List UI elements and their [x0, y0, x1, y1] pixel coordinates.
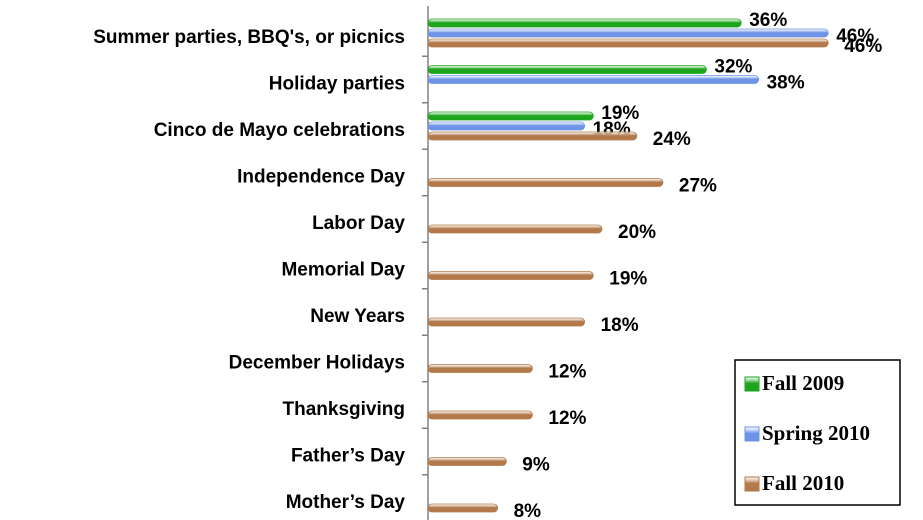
data-label: 12% — [548, 362, 586, 383]
bar — [427, 121, 586, 131]
legend-swatch — [744, 476, 760, 492]
data-label: 18% — [601, 315, 639, 336]
category-label: December Holidays — [229, 353, 405, 374]
category-label: Holiday parties — [269, 74, 405, 95]
legend-swatch — [744, 426, 760, 442]
bar — [427, 317, 586, 327]
data-label: 27% — [679, 176, 717, 197]
bar — [427, 65, 707, 74]
bar — [427, 457, 507, 466]
data-label: 46% — [836, 26, 874, 47]
bar — [427, 410, 533, 420]
legend-box — [734, 359, 901, 506]
category-label: Labor Day — [312, 213, 405, 234]
category-label: Summer parties, BBQ's, or picnics — [93, 27, 405, 48]
category-label: New Years — [310, 306, 405, 327]
data-label: 38% — [767, 73, 805, 94]
legend-label: Fall 2009 — [762, 371, 844, 395]
legend-label: Fall 2010 — [762, 471, 844, 495]
data-label: 19% — [609, 269, 647, 290]
bar — [427, 75, 760, 84]
bar — [427, 224, 603, 234]
category-label: Cinco de Mayo celebrations — [154, 120, 405, 141]
bar — [427, 38, 829, 48]
bar — [427, 364, 533, 373]
bar — [427, 503, 498, 513]
data-label: 32% — [714, 57, 752, 78]
legend-swatch — [744, 376, 760, 392]
data-label: 19% — [601, 103, 639, 124]
data-label: 36% — [749, 10, 787, 31]
category-label: Thanksgiving — [283, 399, 405, 420]
data-label: 8% — [514, 501, 542, 520]
category-label: Independence Day — [237, 167, 405, 188]
category-label: Mother’s Day — [286, 492, 406, 513]
data-label: 46% — [844, 36, 882, 57]
bar — [427, 18, 742, 28]
data-label: 9% — [522, 455, 550, 476]
legend-label: Spring 2010 — [762, 421, 870, 445]
data-label: 12% — [548, 408, 586, 429]
bar — [427, 111, 594, 121]
bar — [427, 271, 594, 280]
data-label: 20% — [618, 222, 656, 243]
category-label: Father’s Day — [291, 446, 405, 467]
bar — [427, 131, 638, 141]
bar — [427, 28, 829, 38]
bar — [427, 178, 664, 187]
data-label: 24% — [653, 129, 691, 150]
category-label: Memorial Day — [281, 260, 405, 281]
